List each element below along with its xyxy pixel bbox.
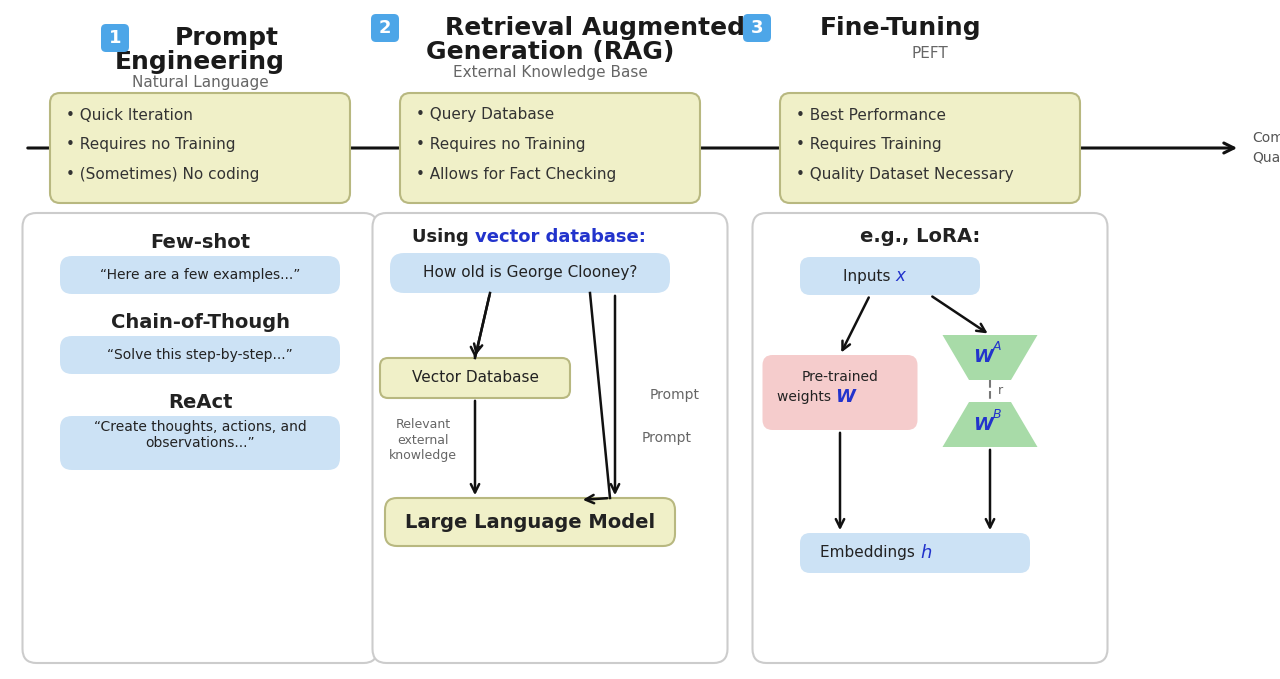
Text: • Quick Iteration: • Quick Iteration: [67, 107, 193, 122]
Text: 1: 1: [109, 29, 122, 47]
Text: x: x: [895, 267, 905, 285]
Text: Embeddings: Embeddings: [820, 545, 920, 560]
Text: W: W: [835, 388, 855, 406]
Text: Relevant
external
knowledge: Relevant external knowledge: [389, 418, 457, 462]
FancyBboxPatch shape: [60, 336, 340, 374]
Text: B: B: [993, 407, 1002, 420]
Text: “Solve this step-by-step...”: “Solve this step-by-step...”: [108, 348, 293, 362]
Text: Fine-Tuning: Fine-Tuning: [820, 16, 982, 40]
Polygon shape: [942, 335, 1038, 380]
Text: Retrieval Augmented: Retrieval Augmented: [445, 16, 745, 40]
FancyBboxPatch shape: [101, 24, 129, 52]
FancyBboxPatch shape: [742, 14, 771, 42]
Polygon shape: [942, 402, 1038, 447]
Text: Prompt: Prompt: [643, 431, 692, 445]
Text: Few-shot: Few-shot: [150, 232, 250, 251]
Text: Using: Using: [412, 228, 475, 246]
Text: Prompt: Prompt: [650, 388, 700, 403]
Text: PEFT: PEFT: [911, 46, 948, 62]
Text: ReAct: ReAct: [168, 392, 232, 411]
FancyBboxPatch shape: [23, 213, 378, 663]
FancyBboxPatch shape: [800, 257, 980, 295]
Text: Chain-of-Though: Chain-of-Though: [110, 312, 289, 331]
FancyBboxPatch shape: [372, 213, 727, 663]
FancyBboxPatch shape: [60, 256, 340, 294]
Text: • Query Database: • Query Database: [416, 107, 554, 122]
FancyBboxPatch shape: [399, 93, 700, 203]
Text: weights: weights: [777, 390, 835, 404]
Text: • (Sometimes) No coding: • (Sometimes) No coding: [67, 168, 260, 183]
FancyBboxPatch shape: [385, 498, 675, 546]
FancyBboxPatch shape: [780, 93, 1080, 203]
Text: • Allows for Fact Checking: • Allows for Fact Checking: [416, 168, 616, 183]
Text: Complexity: Complexity: [1252, 131, 1280, 145]
Text: vector database:: vector database:: [475, 228, 646, 246]
Text: Generation (RAG): Generation (RAG): [426, 40, 675, 64]
Text: Pre-trained: Pre-trained: [801, 370, 878, 384]
Text: Vector Database: Vector Database: [411, 371, 539, 386]
Text: External Knowledge Base: External Knowledge Base: [453, 65, 648, 81]
Text: • Requires no Training: • Requires no Training: [67, 138, 236, 153]
FancyBboxPatch shape: [371, 14, 399, 42]
FancyBboxPatch shape: [50, 93, 349, 203]
Text: Inputs: Inputs: [842, 268, 895, 284]
FancyBboxPatch shape: [390, 253, 669, 293]
Text: W: W: [973, 348, 993, 367]
Text: Prompt: Prompt: [175, 26, 279, 50]
Text: • Quality Dataset Necessary: • Quality Dataset Necessary: [796, 168, 1014, 183]
Text: • Best Performance: • Best Performance: [796, 107, 946, 122]
Text: 3: 3: [751, 19, 763, 37]
Text: How old is George Clooney?: How old is George Clooney?: [422, 265, 637, 280]
Text: “Here are a few examples...”: “Here are a few examples...”: [100, 268, 301, 282]
Text: h: h: [920, 544, 932, 562]
Text: e.g., LoRA:: e.g., LoRA:: [860, 227, 980, 246]
Text: r: r: [998, 384, 1004, 397]
FancyBboxPatch shape: [60, 416, 340, 470]
Text: • Requires no Training: • Requires no Training: [416, 138, 585, 153]
FancyBboxPatch shape: [800, 533, 1030, 573]
Text: • Requires Training: • Requires Training: [796, 138, 942, 153]
Text: Quality: Quality: [1252, 151, 1280, 165]
Text: Engineering: Engineering: [115, 50, 285, 74]
Text: A: A: [993, 340, 1001, 354]
Text: Large Language Model: Large Language Model: [404, 513, 655, 532]
FancyBboxPatch shape: [763, 355, 918, 430]
Text: “Create thoughts, actions, and
observations...”: “Create thoughts, actions, and observati…: [93, 420, 306, 450]
Text: 2: 2: [379, 19, 392, 37]
FancyBboxPatch shape: [753, 213, 1107, 663]
Text: Natural Language: Natural Language: [132, 75, 269, 90]
Text: W: W: [973, 416, 993, 433]
FancyBboxPatch shape: [380, 358, 570, 398]
